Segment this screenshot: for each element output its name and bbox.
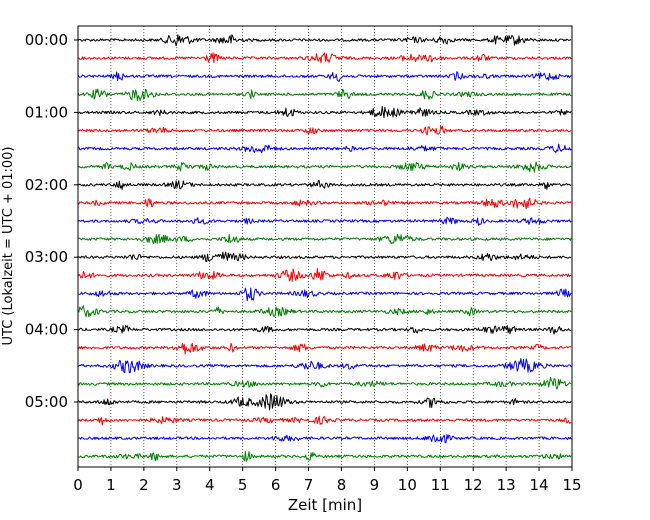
- x-tick-label: 15: [562, 476, 581, 494]
- x-tick-label: 10: [398, 476, 417, 494]
- x-tick-label: 13: [497, 476, 516, 494]
- plot-background: [78, 26, 572, 467]
- x-tick-label: 4: [205, 476, 215, 494]
- x-tick-label: 9: [370, 476, 380, 494]
- seismic-trace-0430: [77, 358, 572, 374]
- seismic-trace-0330: [77, 287, 572, 302]
- seismic-trace-0415: [77, 342, 572, 355]
- seismic-trace-0400: [77, 324, 572, 335]
- x-tick-label: 7: [304, 476, 314, 494]
- seismic-trace-0215: [77, 197, 572, 210]
- seismic-trace-0530: [77, 434, 572, 444]
- x-tick-label: 0: [73, 476, 83, 494]
- seismic-trace-0030: [77, 71, 572, 83]
- x-tick-label: 8: [337, 476, 347, 494]
- seismic-trace-0545: [77, 450, 572, 462]
- x-tick-label: 14: [530, 476, 549, 494]
- seismic-trace-0000: [77, 34, 572, 47]
- x-tick-label: 3: [172, 476, 182, 494]
- seismic-trace-0115: [77, 125, 572, 136]
- seismic-trace-0245: [77, 233, 572, 245]
- seismic-trace-0230: [77, 216, 572, 226]
- seismic-trace-0100: [77, 106, 572, 119]
- y-axis-label: UTC (Lokalzeit = UTC + 01:00): [1, 147, 16, 346]
- x-tick-label: 11: [431, 476, 450, 494]
- y-axis-ticks: 00:00 01:00 02:00 03:00 04:00 05:00: [25, 31, 78, 411]
- seismic-trace-0130: [77, 143, 572, 154]
- seismic-trace-0445: [77, 376, 572, 390]
- y-tick-label: 02:00: [25, 176, 68, 194]
- x-tick-label: 5: [238, 476, 248, 494]
- y-tick-label: 03:00: [25, 248, 68, 266]
- x-tick-label: 2: [139, 476, 149, 494]
- y-tick-label: 01:00: [25, 103, 68, 121]
- y-tick-label: 05:00: [25, 393, 68, 411]
- x-axis-ticks: 0 1 2 3 4 5 6 7 8 9 10 11 12 13 14 15: [73, 467, 582, 494]
- seismic-trace-0045: [77, 88, 572, 102]
- x-tick-label: 6: [271, 476, 281, 494]
- plot-frame: [77, 25, 573, 468]
- seismic-traces: [77, 34, 572, 462]
- seismic-trace-0300: [77, 251, 572, 263]
- seismic-trace-0015: [77, 52, 572, 64]
- seismic-trace-0345: [77, 305, 572, 318]
- seismic-trace-0145: [77, 161, 572, 173]
- seismic-trace-0200: [77, 179, 572, 190]
- seismic-trace-0515: [77, 415, 572, 426]
- seismic-trace-0500: [77, 393, 572, 411]
- x-tick-label: 12: [464, 476, 483, 494]
- x-tick-label: 1: [106, 476, 116, 494]
- seismic-trace-0315: [77, 268, 572, 282]
- x-axis-label: Zeit [min]: [288, 496, 362, 514]
- y-tick-label: 00:00: [25, 31, 68, 49]
- y-tick-label: 04:00: [25, 321, 68, 339]
